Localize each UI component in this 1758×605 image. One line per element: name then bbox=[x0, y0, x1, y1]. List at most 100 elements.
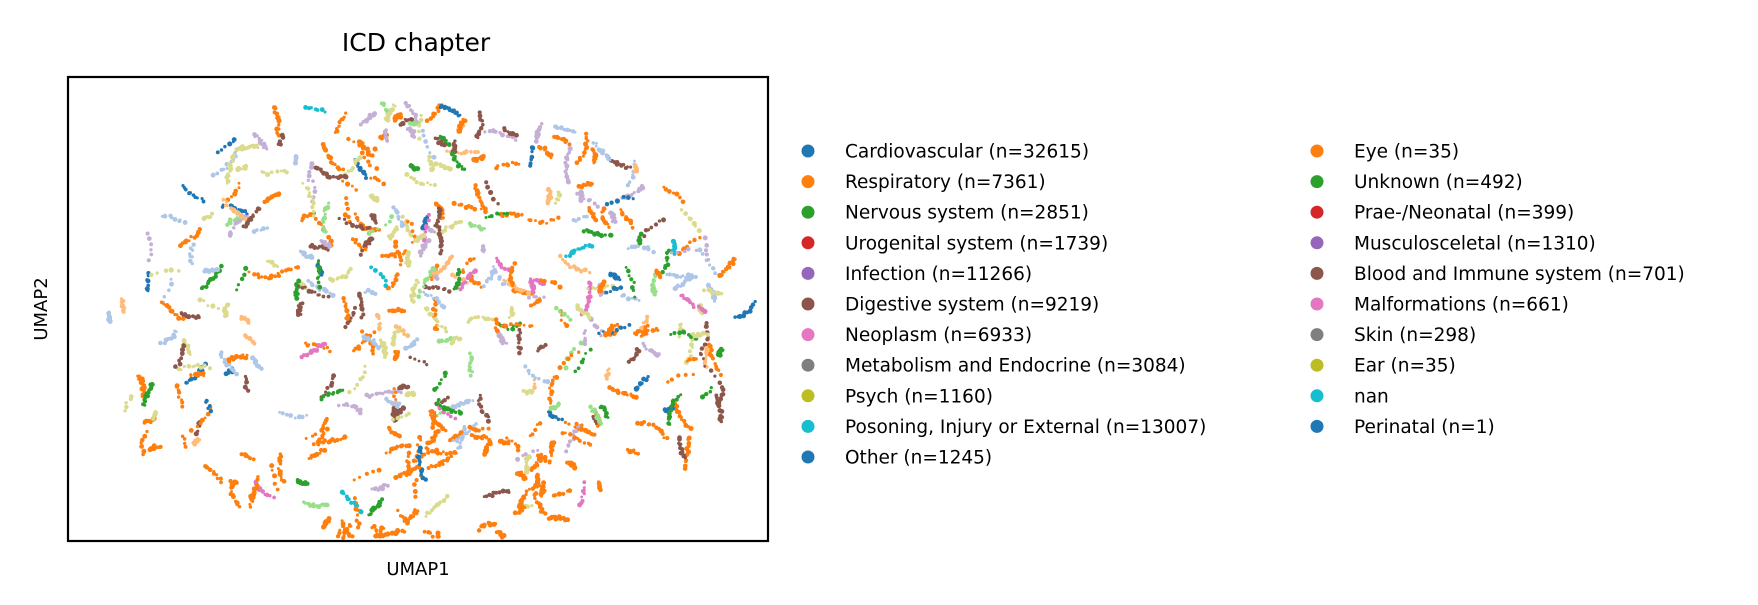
scatter-point bbox=[476, 282, 480, 286]
scatter-point bbox=[443, 374, 447, 379]
scatter-point bbox=[376, 227, 380, 231]
scatter-point bbox=[400, 528, 405, 533]
scatter-point bbox=[686, 332, 691, 337]
scatter-point bbox=[651, 278, 656, 283]
legend-marker bbox=[1310, 358, 1324, 372]
scatter-point bbox=[384, 451, 388, 455]
scatter-point bbox=[623, 325, 627, 330]
scatter-point bbox=[441, 462, 445, 467]
legend-label: Psych (n=1160) bbox=[845, 386, 993, 407]
scatter-point bbox=[198, 421, 203, 426]
scatter-point bbox=[387, 399, 391, 404]
scatter-point bbox=[222, 357, 227, 361]
scatter-point bbox=[392, 334, 397, 339]
scatter-point bbox=[368, 236, 373, 241]
scatter-point bbox=[317, 284, 323, 290]
scatter-point bbox=[439, 378, 443, 382]
scatter-point bbox=[709, 347, 714, 353]
scatter-point bbox=[682, 280, 687, 285]
scatter-point bbox=[472, 257, 476, 261]
scatter-point bbox=[565, 127, 570, 133]
scatter-point bbox=[362, 155, 367, 160]
scatter-point bbox=[453, 220, 459, 226]
scatter-point bbox=[722, 270, 726, 274]
scatter-point bbox=[455, 435, 459, 439]
scatter-point bbox=[275, 130, 279, 135]
scatter-point bbox=[486, 426, 491, 431]
scatter-point bbox=[225, 200, 229, 204]
scatter-point bbox=[376, 325, 382, 331]
scatter-point bbox=[550, 378, 555, 383]
scatter-point bbox=[384, 223, 388, 227]
scatter-point bbox=[529, 467, 534, 473]
scatter-point bbox=[661, 217, 666, 223]
scatter-point bbox=[377, 534, 383, 539]
scatter-point bbox=[719, 392, 725, 398]
scatter-point bbox=[541, 278, 547, 284]
scatter-point bbox=[452, 337, 455, 341]
scatter-point bbox=[316, 441, 320, 445]
scatter-point bbox=[304, 436, 308, 440]
scatter-point bbox=[303, 285, 307, 289]
scatter-point bbox=[443, 498, 447, 501]
scatter-point bbox=[510, 439, 514, 443]
scatter-point bbox=[328, 291, 332, 295]
scatter-point bbox=[651, 282, 655, 286]
scatter-point bbox=[592, 161, 596, 165]
scatter-point bbox=[676, 394, 681, 399]
scatter-point bbox=[358, 122, 363, 127]
scatter-point bbox=[435, 218, 440, 222]
scatter-point bbox=[535, 472, 540, 478]
scatter-point bbox=[572, 347, 576, 351]
scatter-point bbox=[548, 398, 553, 403]
scatter-point bbox=[563, 365, 569, 371]
scatter-point bbox=[341, 274, 344, 278]
legend-marker bbox=[1310, 389, 1324, 403]
scatter-point bbox=[187, 191, 192, 196]
scatter-point bbox=[392, 387, 396, 391]
scatter-point bbox=[251, 229, 257, 235]
scatter-point bbox=[510, 326, 516, 332]
scatter-point bbox=[276, 142, 281, 147]
scatter-point bbox=[229, 206, 234, 211]
scatter-point bbox=[699, 346, 705, 351]
scatter-point bbox=[341, 436, 345, 440]
scatter-point bbox=[618, 325, 624, 330]
scatter-point bbox=[595, 141, 598, 145]
scatter-point bbox=[358, 169, 362, 172]
scatter-point bbox=[146, 258, 151, 263]
scatter-point bbox=[592, 432, 597, 437]
scatter-point bbox=[565, 460, 570, 465]
scatter-point bbox=[272, 481, 277, 486]
scatter-point bbox=[479, 207, 483, 211]
scatter-point bbox=[423, 306, 427, 310]
scatter-point bbox=[441, 450, 445, 454]
scatter-point bbox=[606, 416, 610, 419]
scatter-point bbox=[371, 469, 375, 474]
legend: Cardiovascular (n=32615) Respiratory (n=7… bbox=[801, 142, 1685, 469]
scatter-point bbox=[225, 178, 231, 184]
scatter-point bbox=[311, 179, 315, 183]
scatter-point bbox=[226, 371, 231, 375]
scatter-point bbox=[319, 427, 325, 433]
scatter-point bbox=[459, 431, 464, 435]
scatter-point bbox=[582, 215, 586, 219]
scatter-point bbox=[418, 117, 424, 123]
scatter-point bbox=[225, 172, 230, 177]
scatter-point bbox=[653, 222, 659, 227]
legend-label: Nervous system (n=2851) bbox=[845, 203, 1089, 224]
scatter-point bbox=[438, 140, 442, 144]
scatter-point bbox=[490, 128, 496, 134]
scatter-point bbox=[426, 181, 429, 185]
scatter-point bbox=[624, 215, 629, 220]
scatter-point bbox=[699, 394, 706, 400]
scatter-point bbox=[197, 227, 202, 232]
scatter-point bbox=[315, 276, 320, 280]
scatter-point bbox=[343, 174, 349, 180]
scatter-point bbox=[357, 521, 362, 526]
scatter-point bbox=[561, 491, 566, 496]
scatter-point bbox=[444, 458, 449, 462]
scatter-point bbox=[361, 120, 365, 124]
scatter-point bbox=[446, 412, 450, 416]
scatter-point bbox=[432, 414, 437, 418]
